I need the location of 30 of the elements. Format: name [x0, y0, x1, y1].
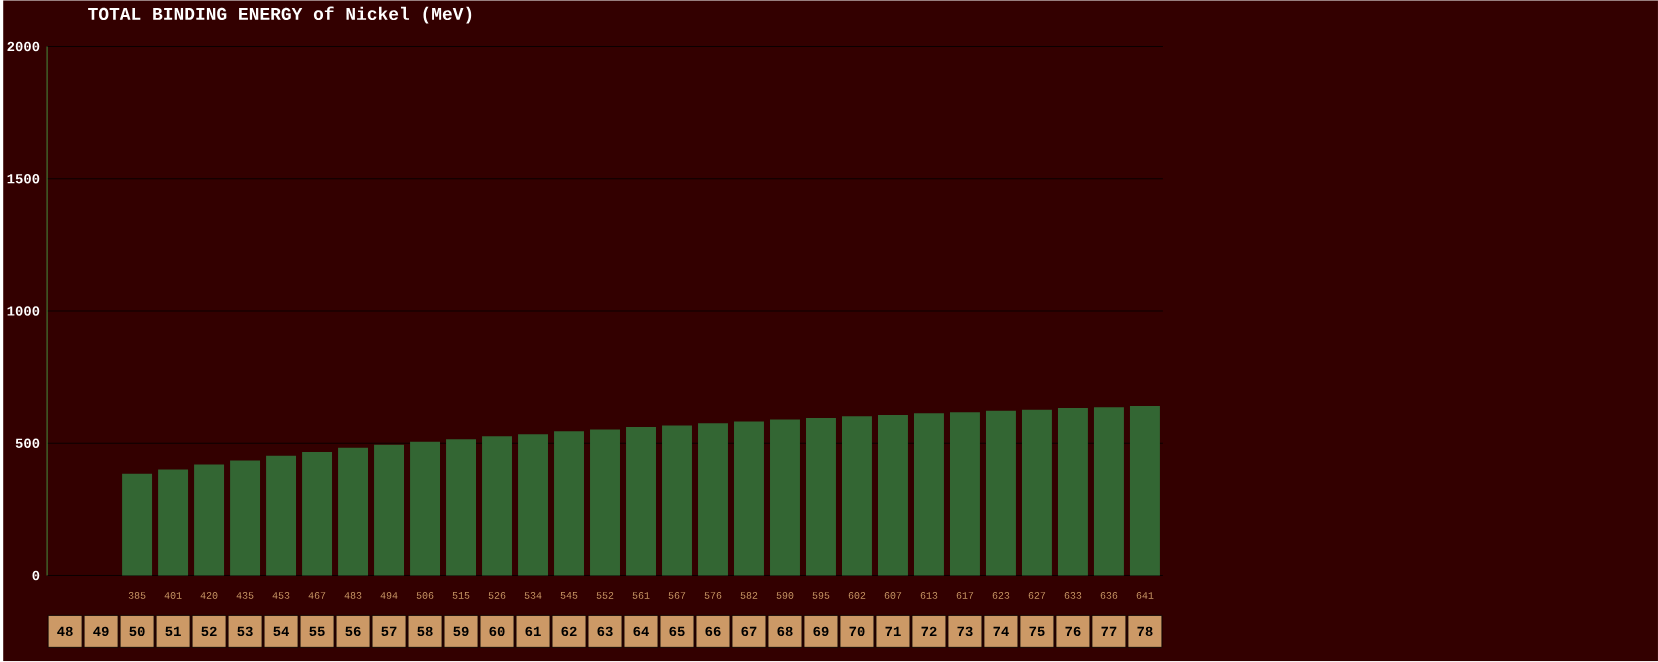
bar — [410, 441, 441, 576]
bar — [1021, 409, 1052, 576]
bar — [878, 415, 908, 576]
bar — [554, 431, 584, 576]
bar — [1129, 406, 1160, 576]
bar — [1057, 408, 1088, 576]
bar — [446, 439, 476, 576]
bar — [230, 460, 261, 576]
bar — [266, 456, 297, 576]
bar — [770, 419, 800, 576]
bar — [734, 421, 764, 576]
bar — [482, 436, 512, 576]
bar — [985, 411, 1016, 576]
bar — [626, 427, 656, 576]
bar — [590, 429, 620, 576]
bar — [122, 474, 153, 576]
bar — [518, 434, 548, 576]
bar — [1093, 407, 1124, 576]
bar — [698, 423, 728, 576]
bar — [374, 445, 405, 576]
bar — [913, 413, 944, 576]
bar — [949, 412, 980, 576]
bar — [338, 448, 369, 576]
chart-title: TOTAL BINDING ENERGY of Nickel (MeV) — [88, 6, 472, 24]
bar — [662, 425, 692, 576]
bar — [194, 464, 225, 576]
bar — [302, 452, 333, 576]
bar — [806, 418, 836, 576]
bar — [842, 416, 872, 576]
bar — [158, 469, 189, 576]
